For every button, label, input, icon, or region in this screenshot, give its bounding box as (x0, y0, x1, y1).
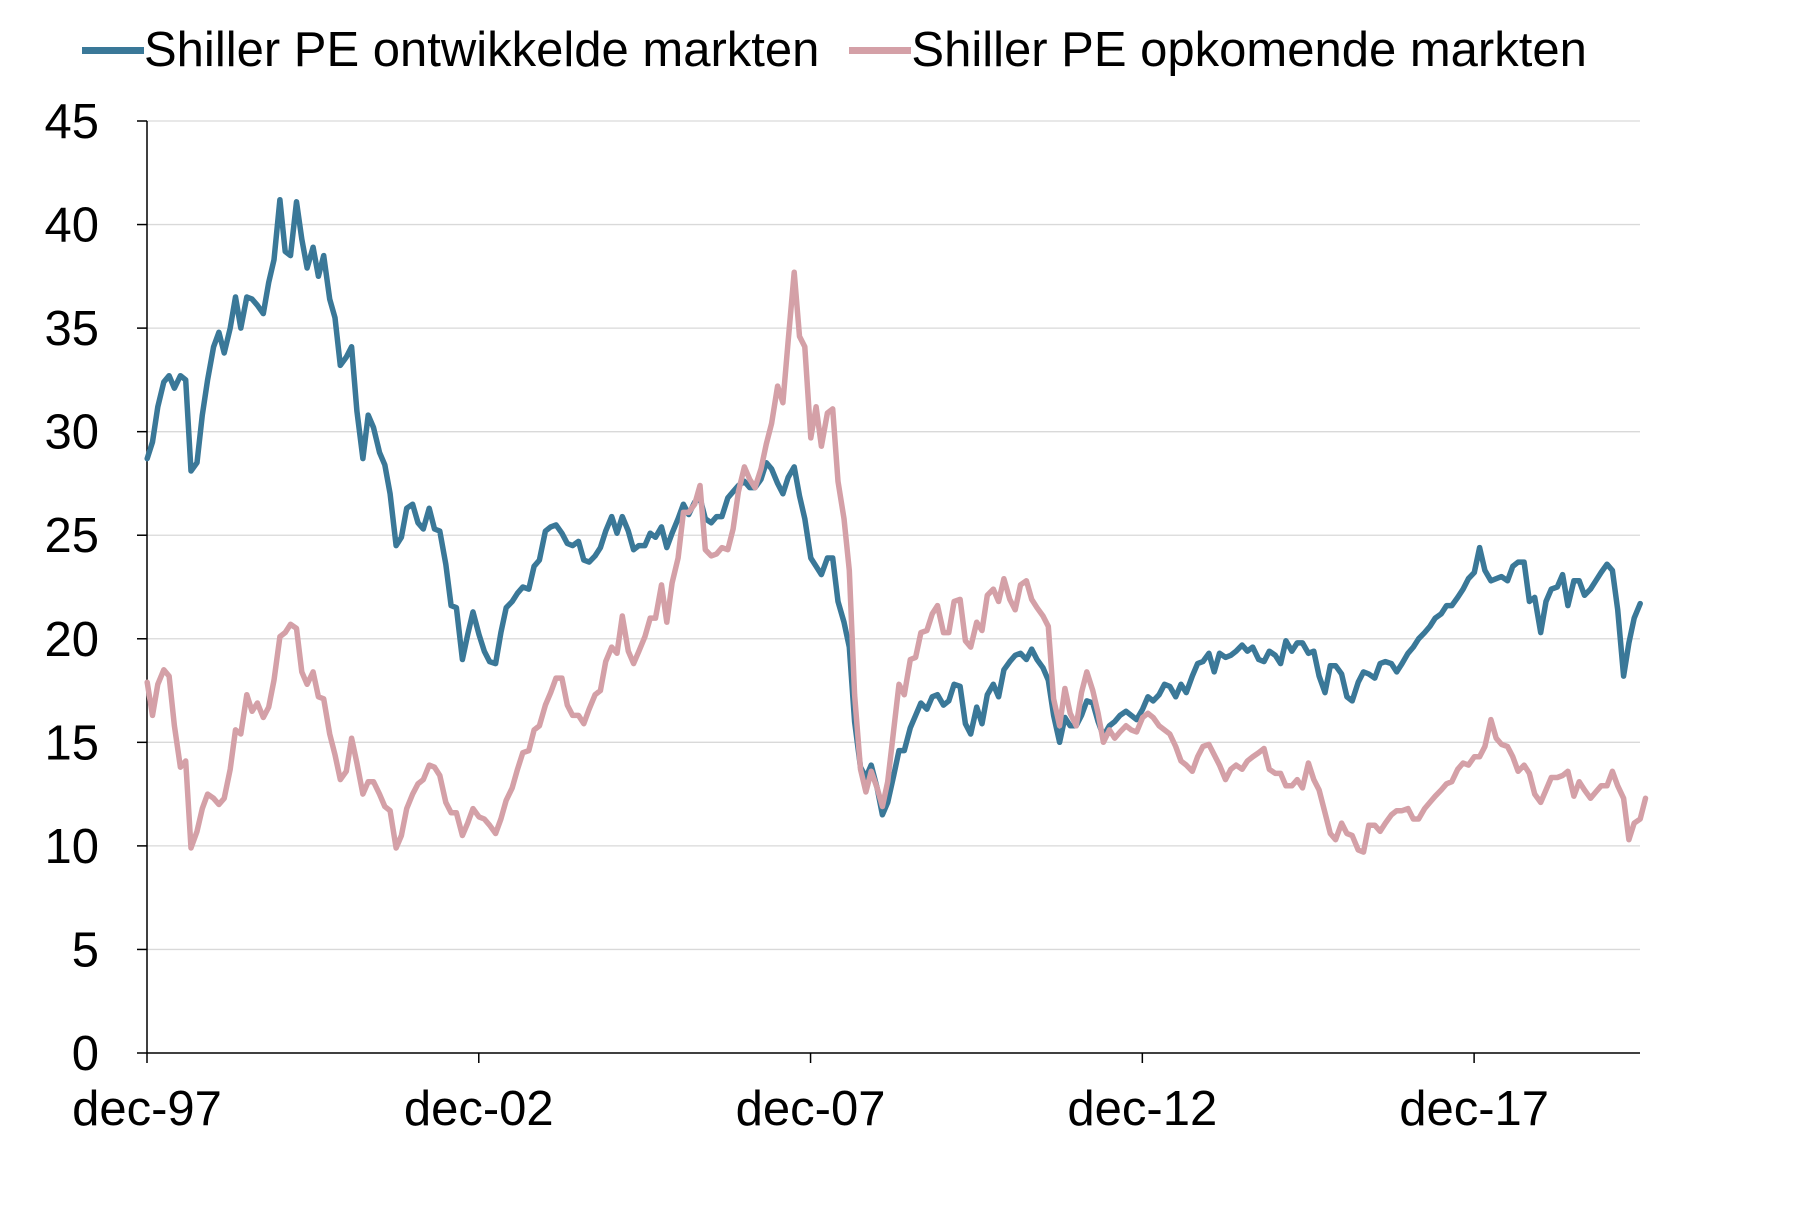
x-tick-label: dec-97 (72, 1082, 222, 1136)
axis-layer: 0 5 10 15 20 25 30 35 40 45 dec-97 dec-02 dec-07 dec-… (44, 95, 1640, 1136)
y-tick-label: 45 (44, 95, 99, 149)
legend-item-developed[interactable]: Shiller PE ontwikkelde markten (82, 22, 819, 78)
y-tick-label: 10 (44, 820, 99, 874)
series-line-emerging (144, 269, 1649, 855)
y-tick-label: 30 (44, 406, 99, 460)
y-tick-label: 25 (44, 509, 99, 563)
x-tick-label: dec-12 (1067, 1082, 1217, 1136)
y-tick-label: 15 (44, 716, 99, 770)
legend: Shiller PE ontwikkelde markten Shiller P… (82, 22, 1617, 78)
y-tick-label: 20 (44, 613, 99, 667)
x-tick-label: dec-07 (736, 1082, 886, 1136)
y-tick-label: 0 (72, 1027, 99, 1081)
y-tick-label: 5 (72, 923, 99, 977)
series-layer (144, 196, 1649, 855)
legend-swatch-emerging (849, 46, 912, 54)
grid-layer (147, 120, 1640, 951)
legend-label-developed: Shiller PE ontwikkelde markten (144, 23, 820, 77)
x-tick-label: dec-17 (1399, 1082, 1549, 1136)
y-tick-label: 40 (44, 199, 99, 253)
legend-item-emerging[interactable]: Shiller PE opkomende markten (849, 22, 1587, 78)
x-tick-label: dec-02 (404, 1082, 554, 1136)
y-tick-label: 35 (44, 302, 99, 356)
legend-swatch-developed (82, 46, 144, 54)
legend-label-emerging: Shiller PE opkomende markten (911, 23, 1587, 77)
series-line-developed (144, 196, 1643, 818)
